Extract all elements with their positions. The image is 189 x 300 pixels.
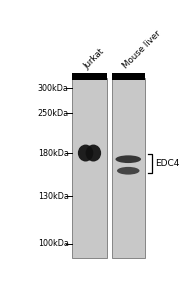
Text: 180kDa: 180kDa (38, 148, 69, 158)
Bar (112, 78, 145, 258)
Text: Mouse liver: Mouse liver (121, 29, 162, 70)
Bar (72, 78, 107, 258)
Ellipse shape (86, 145, 101, 161)
Ellipse shape (78, 145, 93, 161)
Text: Jurkat: Jurkat (82, 46, 106, 70)
Text: 130kDa: 130kDa (38, 192, 69, 201)
Text: EDC4: EDC4 (155, 159, 180, 168)
Bar (112, 73, 145, 80)
Text: 250kDa: 250kDa (37, 109, 69, 118)
Bar (72, 73, 107, 80)
Text: 100kDa: 100kDa (38, 239, 69, 248)
Ellipse shape (115, 155, 141, 163)
Text: 300kDa: 300kDa (38, 84, 69, 93)
Ellipse shape (117, 167, 139, 175)
